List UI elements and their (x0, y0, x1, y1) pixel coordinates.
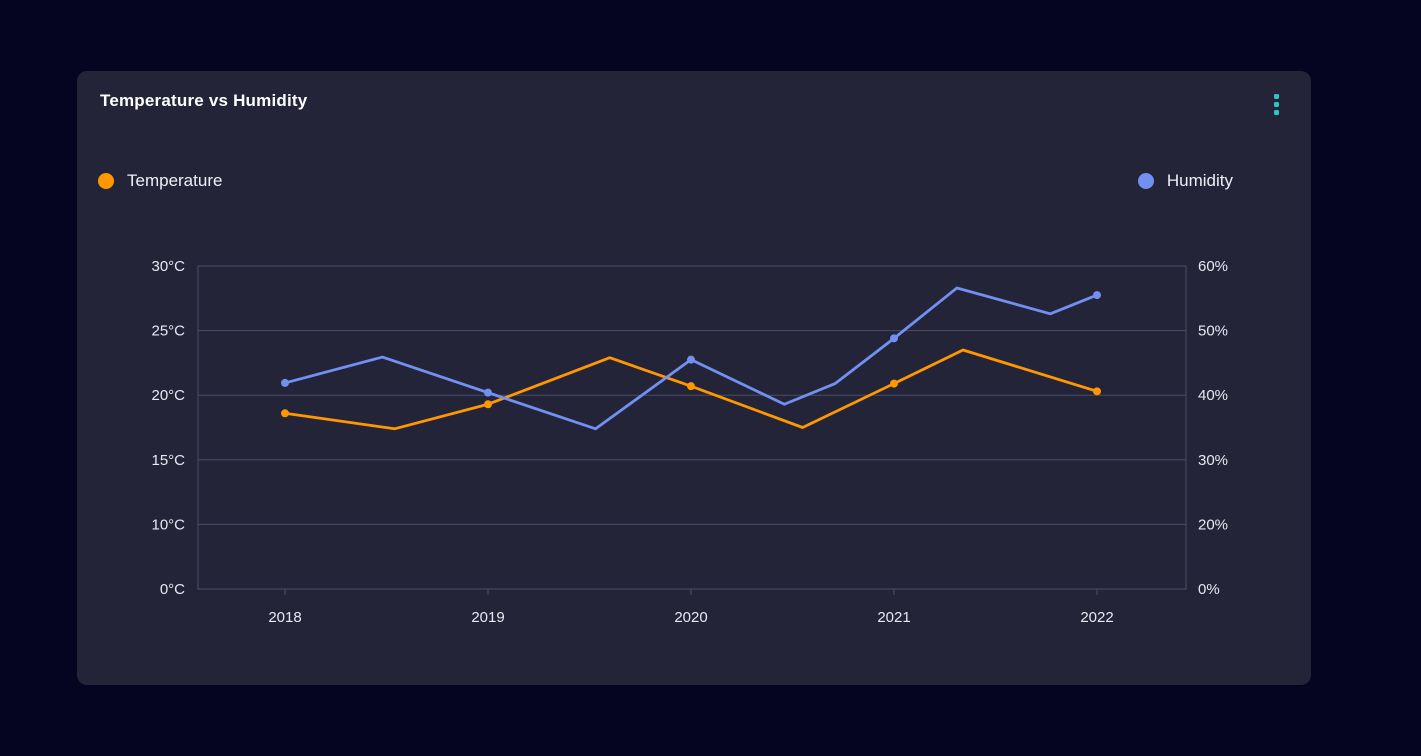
data-point-temperature (687, 382, 695, 391)
y-axis-left-tick-label: 0°C (160, 581, 185, 598)
temperature-series-dot-icon (98, 173, 114, 189)
x-axis-tick-label: 2021 (877, 609, 910, 626)
data-point-humidity (281, 378, 289, 387)
y-axis-left-tick-label: 10°C (151, 516, 185, 533)
y-axis-right-tick-label: 40% (1198, 387, 1228, 404)
plot-border (197, 265, 1187, 590)
line-chart-canvas: 0°C 0% 10°C 20% 15°C 30% 20°C 40% 25°C 50% 30°C 60%… (151, 258, 1228, 626)
kebab-dot (1274, 102, 1279, 107)
y-axis-right-tick-label: 60% (1198, 258, 1228, 275)
data-point-temperature (484, 400, 492, 409)
y-axis-right-tick-label: 20% (1198, 516, 1228, 533)
legend-label-humidity: Humidity (1166, 171, 1233, 190)
y-axis-right-tick-label: 30% (1198, 452, 1228, 469)
data-point-temperature (281, 409, 289, 418)
legend-item-humidity[interactable]: Humidity (1137, 168, 1233, 194)
kebab-dot (1274, 94, 1279, 99)
humidity-series-dot-icon (1137, 173, 1154, 189)
data-point-temperature (890, 379, 898, 388)
more-options-icon[interactable] (1270, 90, 1283, 119)
x-axis-tick-label: 2018 (268, 609, 301, 626)
legend-item-temperature[interactable]: Temperature (98, 168, 222, 194)
data-point-humidity (1093, 291, 1101, 300)
y-axis-left-tick-label: 30°C (151, 258, 185, 275)
y-axis-left-tick-label: 25°C (151, 323, 185, 340)
chart-card: Temperature vs Humidity Temperature Humi… (77, 71, 1311, 685)
x-axis-tick-label: 2020 (674, 609, 707, 626)
data-point-temperature (1093, 387, 1101, 396)
data-point-humidity (890, 334, 898, 343)
y-axis-left-tick-label: 15°C (151, 452, 185, 469)
data-point-humidity (484, 388, 492, 397)
series-line-humidity (283, 286, 1099, 431)
y-axis-left-tick-label: 20°C (151, 387, 185, 404)
y-axis-right-tick-label: 50% (1198, 323, 1228, 340)
x-axis-tick-label: 2019 (471, 609, 504, 626)
kebab-dot (1274, 110, 1279, 115)
card-title: Temperature vs Humidity (100, 91, 308, 110)
y-axis-right-tick-label: 0% (1198, 581, 1220, 598)
data-point-humidity (687, 355, 695, 364)
x-axis-tick-label: 2022 (1080, 609, 1113, 626)
legend-label-temperature: Temperature (127, 171, 223, 190)
